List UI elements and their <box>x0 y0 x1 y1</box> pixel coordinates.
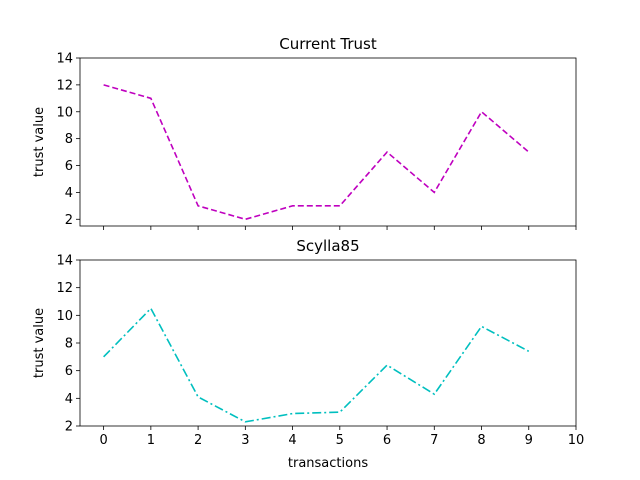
x-tick-label: 4 <box>288 433 296 448</box>
y-tick-label: 14 <box>56 254 73 269</box>
y-tick-label: 12 <box>56 78 73 93</box>
x-tick-label: 0 <box>99 433 107 448</box>
y-tick-label: 2 <box>65 213 73 228</box>
x-tick-label: 1 <box>147 433 155 448</box>
y-axis-label: trust value <box>32 308 47 378</box>
subplot-current-trust: Current Trust 2 4 6 8 10 12 14 trust value <box>32 35 577 230</box>
axes-frame <box>79 57 577 227</box>
x-tick-label: 5 <box>336 433 344 448</box>
x-tick-label: 9 <box>525 433 533 448</box>
x-tick-label: 6 <box>383 433 391 448</box>
x-tick-label: 3 <box>241 433 249 448</box>
y-tick-label: 14 <box>56 52 73 67</box>
y-tick-label: 10 <box>56 309 73 324</box>
series-line <box>103 307 530 423</box>
y-tick-label: 8 <box>65 132 73 147</box>
subplot-title: Scylla85 <box>296 237 359 255</box>
x-axis-label: transactions <box>288 456 368 471</box>
y-axis-label: trust value <box>32 107 47 177</box>
y-tick-label: 6 <box>65 159 73 174</box>
y-tick-label: 12 <box>56 281 73 296</box>
x-tick-label: 10 <box>568 433 585 448</box>
subplot-title: Current Trust <box>279 35 377 53</box>
x-tick-label: 8 <box>477 433 485 448</box>
y-tick-label: 4 <box>65 186 73 201</box>
x-tick-label: 2 <box>194 433 202 448</box>
y-tick-label: 2 <box>65 420 73 435</box>
y-tick-label: 4 <box>65 392 73 407</box>
y-tick-label: 10 <box>56 105 73 120</box>
y-tick-label: 8 <box>65 337 73 352</box>
y-tick-label: 6 <box>65 364 73 379</box>
series-line <box>103 84 530 221</box>
x-tick-label: 7 <box>430 433 438 448</box>
plot-area: 2 4 6 8 10 12 14 <box>56 52 577 230</box>
axes-frame <box>79 259 577 427</box>
